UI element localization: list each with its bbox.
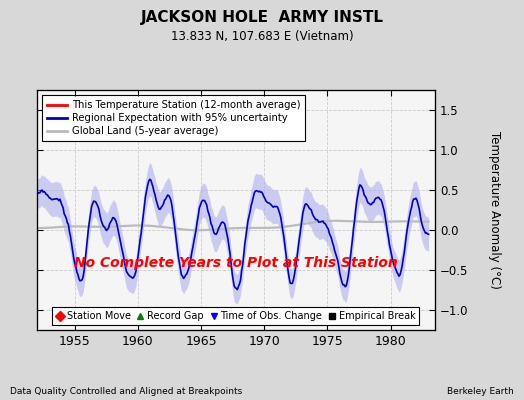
Text: 13.833 N, 107.683 E (Vietnam): 13.833 N, 107.683 E (Vietnam)	[171, 30, 353, 43]
Text: JACKSON HOLE  ARMY INSTL: JACKSON HOLE ARMY INSTL	[140, 10, 384, 25]
Legend: Station Move, Record Gap, Time of Obs. Change, Empirical Break: Station Move, Record Gap, Time of Obs. C…	[52, 307, 419, 325]
Text: Berkeley Earth: Berkeley Earth	[447, 387, 514, 396]
Y-axis label: Temperature Anomaly (°C): Temperature Anomaly (°C)	[488, 131, 501, 289]
Text: Data Quality Controlled and Aligned at Breakpoints: Data Quality Controlled and Aligned at B…	[10, 387, 243, 396]
Text: No Complete Years to Plot at This Station: No Complete Years to Plot at This Statio…	[74, 256, 398, 270]
